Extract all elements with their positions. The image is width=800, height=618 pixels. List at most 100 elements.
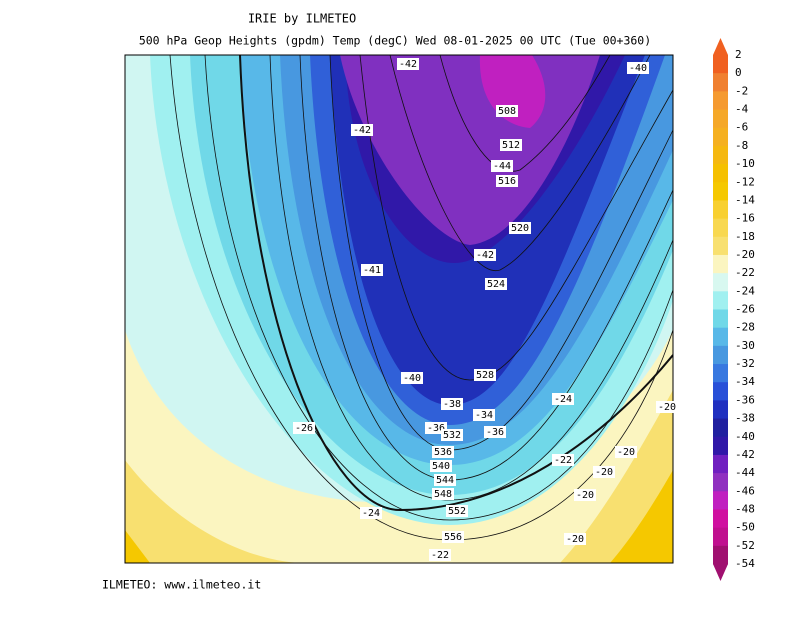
label-box bbox=[491, 160, 513, 172]
contour-label: -20 bbox=[658, 402, 676, 413]
label-box bbox=[397, 58, 419, 70]
colorbar-swatch bbox=[713, 145, 728, 165]
colorbar-label: -54 bbox=[735, 557, 755, 570]
contour-label: 516 bbox=[498, 176, 516, 187]
contour-label: -20 bbox=[617, 447, 635, 458]
colorbar-label: -44 bbox=[735, 466, 755, 479]
label-box bbox=[430, 460, 452, 472]
contour-label: 536 bbox=[434, 447, 452, 458]
label-box bbox=[361, 264, 383, 276]
colorbar-label: -24 bbox=[735, 284, 755, 297]
colorbar-swatch bbox=[713, 164, 728, 183]
contour-label: -22 bbox=[554, 455, 572, 466]
label-box bbox=[441, 429, 463, 441]
label-box bbox=[293, 422, 315, 434]
colorbar-label: -32 bbox=[735, 357, 755, 370]
contour-label: -42 bbox=[353, 125, 371, 136]
colorbar-swatch bbox=[713, 273, 728, 292]
label-box bbox=[401, 372, 423, 384]
contour-label: -44 bbox=[493, 161, 511, 172]
colorbar-label: -12 bbox=[735, 175, 755, 188]
colorbar-label: -30 bbox=[735, 339, 755, 352]
label-box bbox=[351, 124, 373, 136]
colorbar-label: -6 bbox=[735, 121, 748, 134]
colorbar-label: -28 bbox=[735, 321, 755, 334]
map-title: IRIE by ILMETEO bbox=[248, 12, 356, 26]
colorbar-swatch bbox=[713, 109, 728, 129]
colorbar-label: 0 bbox=[735, 66, 742, 79]
colorbar-label: -38 bbox=[735, 412, 755, 425]
contour-label: -36 bbox=[486, 427, 504, 438]
label-box bbox=[509, 222, 531, 234]
label-box bbox=[552, 454, 574, 466]
contour-label: -20 bbox=[576, 490, 594, 501]
label-box bbox=[432, 446, 454, 458]
label-box bbox=[442, 531, 464, 543]
colorbar-label: -34 bbox=[735, 375, 755, 388]
label-box bbox=[485, 278, 507, 290]
label-box bbox=[564, 533, 586, 545]
colorbar-swatch bbox=[713, 182, 728, 201]
contour-label: 540 bbox=[432, 461, 450, 472]
label-box bbox=[574, 489, 596, 501]
colorbar-swatch bbox=[713, 327, 728, 347]
colorbar-label: -4 bbox=[735, 103, 749, 116]
contour-label: 528 bbox=[476, 370, 494, 381]
colorbar-label: -36 bbox=[735, 393, 755, 406]
contour-label: -34 bbox=[475, 410, 493, 421]
label-box bbox=[500, 139, 522, 151]
colorbar-label: -48 bbox=[735, 502, 755, 515]
colorbar-swatch bbox=[713, 509, 728, 529]
colorbar-swatch bbox=[713, 309, 728, 329]
colorbar-label: -8 bbox=[735, 139, 748, 152]
label-box bbox=[484, 426, 506, 438]
label-box bbox=[474, 249, 496, 261]
label-box bbox=[434, 474, 456, 486]
colorbar: 2 0 -2 -4 -6 -8 -10 -12 -14 -16 -18 -20 -22 -24 -26 -28… bbox=[713, 38, 755, 581]
colorbar-label: -16 bbox=[735, 212, 755, 225]
contour-label: -24 bbox=[554, 394, 572, 405]
colorbar-label: -50 bbox=[735, 521, 755, 534]
label-box bbox=[360, 507, 382, 519]
contour-label: -41 bbox=[363, 265, 381, 276]
colorbar-swatch bbox=[713, 254, 728, 274]
colorbar-label: -2 bbox=[735, 84, 748, 97]
contour-label: 532 bbox=[443, 430, 461, 441]
colorbar-swatch bbox=[713, 473, 728, 492]
contour-label: 524 bbox=[487, 279, 505, 290]
label-box bbox=[615, 446, 637, 458]
contour-label: -40 bbox=[629, 63, 647, 74]
colorbar-arrow-top bbox=[713, 38, 728, 55]
colorbar-swatch bbox=[713, 55, 728, 74]
colorbar-swatch bbox=[713, 345, 728, 365]
colorbar-label: -40 bbox=[735, 430, 755, 443]
contour-label: -38 bbox=[443, 399, 461, 410]
colorbar-label: -26 bbox=[735, 303, 755, 316]
label-box bbox=[496, 105, 518, 117]
colorbar-swatch bbox=[713, 382, 728, 401]
label-box bbox=[429, 549, 451, 561]
map-frame bbox=[124, 54, 674, 564]
contour-label: 508 bbox=[498, 106, 516, 117]
colorbar-swatch bbox=[713, 400, 728, 420]
contour-label: -24 bbox=[362, 508, 380, 519]
label-box bbox=[627, 62, 649, 74]
colorbar-swatch bbox=[713, 91, 728, 111]
label-box bbox=[441, 398, 463, 410]
label-box bbox=[446, 505, 468, 517]
colorbar-swatch bbox=[713, 200, 728, 220]
colorbar-label: -52 bbox=[735, 539, 755, 552]
contour-label: 548 bbox=[434, 489, 452, 500]
colorbar-swatch bbox=[713, 454, 728, 474]
colorbar-swatch bbox=[713, 545, 728, 565]
label-box bbox=[432, 488, 454, 500]
contour-label: -20 bbox=[595, 467, 613, 478]
contour-label: 512 bbox=[502, 140, 520, 151]
label-box bbox=[552, 393, 574, 405]
colorbar-swatch bbox=[713, 218, 728, 238]
label-box bbox=[593, 466, 615, 478]
label-box bbox=[473, 409, 495, 421]
colorbar-swatch bbox=[713, 418, 728, 438]
contour-label: 556 bbox=[444, 532, 462, 543]
contour-label: 552 bbox=[448, 506, 466, 517]
